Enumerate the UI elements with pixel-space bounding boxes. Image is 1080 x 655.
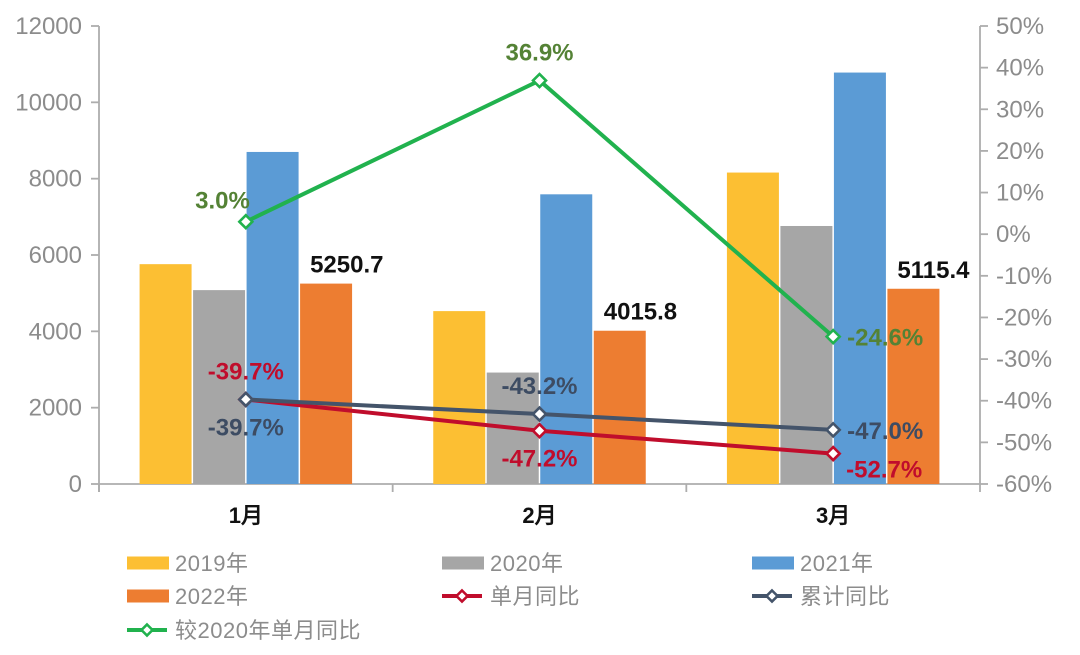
right-axis-label: -50%	[996, 429, 1052, 456]
left-axis-label: 10000	[15, 89, 82, 116]
legend-label-2021年: 2021年	[800, 551, 873, 576]
marker-单月同比-3月	[824, 445, 842, 462]
line-label-单月同比-3月: -52.7%	[846, 457, 922, 484]
left-axis-label: 0	[69, 471, 82, 498]
legend-label-2022年: 2022年	[175, 584, 248, 609]
left-axis-label: 4000	[29, 318, 82, 345]
legend-marker-较2020年单月同比	[139, 622, 155, 638]
legend-swatch-2022年	[127, 589, 169, 603]
right-axis-label: -40%	[996, 388, 1052, 415]
line-label-单月同比-1月: -39.7%	[208, 358, 284, 385]
left-axis-label: 2000	[29, 395, 82, 422]
marker-较2020年单月同比-1月	[237, 213, 255, 231]
right-axis-label: 20%	[996, 138, 1044, 165]
left-axis-label: 8000	[29, 166, 82, 193]
marker-累计同比-2月	[531, 405, 548, 423]
line-label-较2020年单月同比-1月: 3.0%	[195, 188, 250, 215]
left-axis-label: 12000	[15, 13, 82, 40]
x-axis-category-label: 2月	[522, 503, 556, 528]
data-label-2022年-2月: 4015.8	[604, 299, 677, 326]
bar-2020年-3月	[780, 225, 833, 484]
marker-较2020年单月同比-2月	[531, 72, 548, 89]
line-label-累计同比-1月: -39.7%	[208, 414, 284, 441]
legend-marker-单月同比	[454, 588, 470, 604]
legend-label-2019年: 2019年	[175, 551, 248, 576]
right-axis-label: 10%	[996, 180, 1044, 207]
bar-2022年-2月	[593, 330, 646, 484]
line-label-较2020年单月同比-2月: 36.9%	[505, 40, 573, 67]
bar-2019年-3月	[726, 172, 779, 484]
legend-label-较2020年单月同比: 较2020年单月同比	[175, 618, 361, 643]
right-axis-label: -60%	[996, 471, 1052, 498]
right-axis-label: 0%	[996, 221, 1031, 248]
right-axis-label: 50%	[996, 13, 1044, 40]
left-axis-label: 6000	[29, 242, 82, 269]
legend-label-累计同比: 累计同比	[800, 584, 890, 609]
marker-较2020年单月同比-3月	[824, 328, 842, 345]
legend-swatch-2021年	[752, 556, 794, 570]
line-label-单月同比-2月: -47.2%	[501, 446, 577, 473]
marker-单月同比-2月	[531, 422, 548, 440]
line-label-累计同比-3月: -47.0%	[847, 418, 923, 445]
marker-累计同比-3月	[824, 421, 842, 439]
right-axis-label: -10%	[996, 263, 1052, 290]
legend-label-2020年: 2020年	[490, 551, 563, 576]
legend-swatch-2020年	[442, 556, 484, 570]
legend-label-单月同比: 单月同比	[490, 584, 580, 609]
line-label-较2020年单月同比-3月: -24.6%	[847, 325, 923, 352]
right-axis-label: -20%	[996, 304, 1052, 331]
bar-2021年-3月	[833, 72, 886, 485]
right-axis-label: -30%	[996, 346, 1052, 373]
x-axis-category-label: 1月	[229, 503, 263, 528]
bar-2019年-2月	[433, 311, 486, 484]
bar-2021年-2月	[540, 194, 593, 484]
x-axis-category-label: 3月	[816, 503, 850, 528]
bar-2022年-3月	[887, 288, 940, 484]
bar-2019年-1月	[139, 264, 192, 484]
bar-2020年-1月	[193, 290, 246, 484]
right-axis-label: 30%	[996, 96, 1044, 123]
legend-marker-累计同比	[764, 588, 780, 604]
bar-2022年-1月	[300, 283, 353, 484]
marker-累计同比-1月	[237, 391, 255, 408]
right-axis-label: 40%	[996, 55, 1044, 82]
data-label-2022年-3月: 5115.4	[897, 257, 970, 284]
data-label-2022年-1月: 5250.7	[310, 252, 383, 279]
line-label-累计同比-2月: -43.2%	[501, 373, 577, 400]
legend-swatch-2019年	[127, 556, 169, 570]
